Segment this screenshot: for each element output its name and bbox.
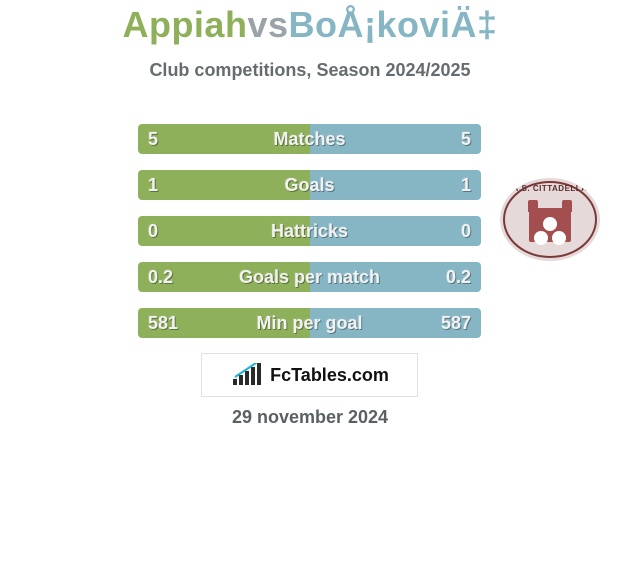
stat-row: 0.20.2Goals per match bbox=[138, 262, 481, 292]
title-vs: vs bbox=[247, 4, 288, 46]
stat-label: Goals per match bbox=[138, 262, 481, 292]
title-player1: Appiah bbox=[122, 4, 247, 46]
left-placeholder-2 bbox=[20, 177, 120, 203]
club-badge-cittadella: A.S. CITTADELLA bbox=[500, 178, 600, 261]
subtitle: Club competitions, Season 2024/2025 bbox=[0, 60, 620, 81]
stat-label: Matches bbox=[138, 124, 481, 154]
stat-row: 581587Min per goal bbox=[138, 308, 481, 338]
stats-table: 55Matches 11Goals 00Hattricks 0.20.2Goals p… bbox=[138, 124, 481, 354]
stat-row: 55Matches bbox=[138, 124, 481, 154]
left-placeholder-1 bbox=[8, 122, 113, 149]
fctables-logo-text: FcTables.com bbox=[270, 365, 389, 386]
stat-label: Hattricks bbox=[138, 216, 481, 246]
badge-ball-icon bbox=[543, 217, 557, 231]
badge-ball-icon bbox=[534, 231, 548, 245]
stat-row: 00Hattricks bbox=[138, 216, 481, 246]
stat-row: 11Goals bbox=[138, 170, 481, 200]
comparison-card: Appiah vs BoÅ¡koviÄ‡ Club competitions, … bbox=[0, 0, 620, 580]
badge-ball-icon bbox=[552, 231, 566, 245]
title-player2: BoÅ¡koviÄ‡ bbox=[289, 4, 498, 46]
badge-text: A.S. CITTADELLA bbox=[513, 184, 588, 193]
fctables-logo: FcTables.com bbox=[201, 353, 418, 397]
page-title: Appiah vs BoÅ¡koviÄ‡ bbox=[0, 4, 620, 46]
footer-date: 29 november 2024 bbox=[0, 407, 620, 428]
stat-label: Min per goal bbox=[138, 308, 481, 338]
stat-label: Goals bbox=[138, 170, 481, 200]
fctables-chart-icon bbox=[230, 363, 264, 387]
